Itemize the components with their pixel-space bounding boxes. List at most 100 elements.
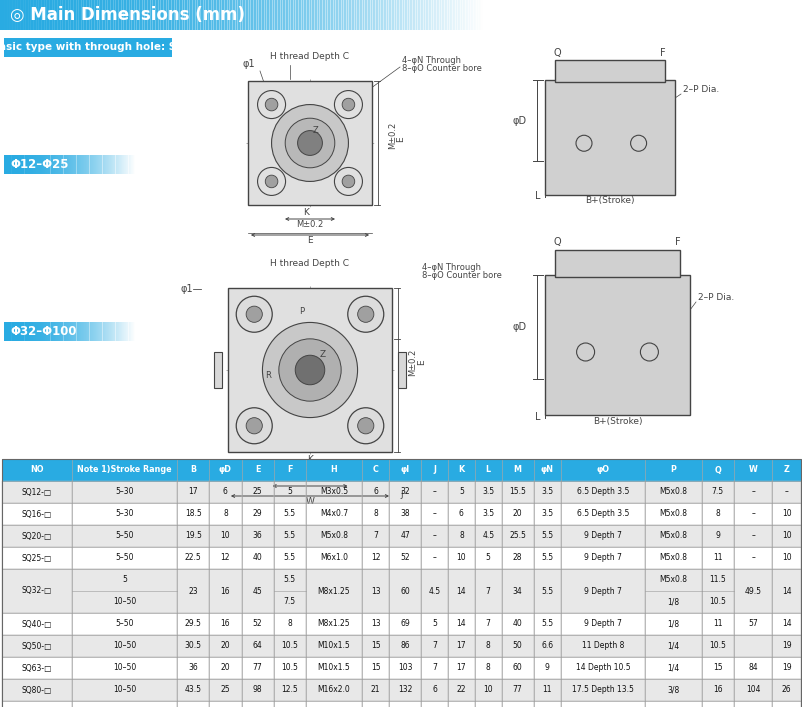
Text: 5–50: 5–50 <box>115 532 133 540</box>
Bar <box>701 503 733 525</box>
Bar <box>420 635 448 657</box>
Text: 26: 26 <box>781 686 791 694</box>
Bar <box>84 155 86 174</box>
Bar <box>47 322 50 341</box>
Bar <box>75 322 76 341</box>
Text: 6: 6 <box>459 510 464 518</box>
Bar <box>501 679 533 701</box>
Bar <box>361 0 363 30</box>
Bar <box>313 0 315 30</box>
Bar <box>420 0 423 30</box>
Bar <box>362 657 388 679</box>
Bar <box>699 0 702 30</box>
Bar <box>36 322 38 341</box>
Bar <box>255 0 257 30</box>
Bar <box>72 155 75 174</box>
Bar <box>786 0 788 30</box>
Bar <box>2 481 800 503</box>
Bar <box>234 0 237 30</box>
Bar <box>22 0 25 30</box>
Bar <box>100 322 103 341</box>
Polygon shape <box>398 352 406 388</box>
Bar <box>294 0 296 30</box>
Bar <box>110 155 112 174</box>
Bar <box>119 322 121 341</box>
Text: SQ50-□: SQ50-□ <box>22 641 52 650</box>
Text: M8x1.25: M8x1.25 <box>318 619 350 629</box>
Bar <box>350 0 352 30</box>
Text: 5–30: 5–30 <box>115 488 133 496</box>
Bar <box>241 701 273 707</box>
Text: 19: 19 <box>781 641 791 650</box>
Text: 10: 10 <box>781 532 791 540</box>
Bar <box>4 38 172 57</box>
Text: 3.5: 3.5 <box>481 488 494 496</box>
Bar <box>733 701 772 707</box>
Bar <box>31 155 33 174</box>
Bar <box>123 322 125 341</box>
Bar <box>316 0 318 30</box>
Bar <box>474 701 501 707</box>
Bar <box>277 0 280 30</box>
Bar <box>273 503 306 525</box>
Bar <box>209 569 241 613</box>
Bar <box>772 679 800 701</box>
Text: –: – <box>432 488 436 496</box>
Bar <box>533 679 560 701</box>
Bar <box>501 503 533 525</box>
Bar <box>51 155 54 174</box>
Text: SQ20-□: SQ20-□ <box>22 532 52 540</box>
Bar <box>177 635 209 657</box>
Bar <box>448 613 474 635</box>
Bar <box>520 0 522 30</box>
Bar <box>266 0 269 30</box>
Bar <box>71 569 177 613</box>
Bar <box>645 525 701 547</box>
Bar <box>374 0 376 30</box>
Text: 5.5: 5.5 <box>283 510 295 518</box>
Text: 3.5: 3.5 <box>541 488 553 496</box>
Bar <box>412 0 415 30</box>
Text: E: E <box>307 236 313 245</box>
Bar <box>425 0 427 30</box>
Bar <box>93 322 95 341</box>
Text: H: H <box>330 465 337 474</box>
Bar <box>474 613 501 635</box>
Text: 60: 60 <box>399 587 410 595</box>
Bar <box>241 481 273 503</box>
Text: 2–P Dia.: 2–P Dia. <box>697 293 733 302</box>
Bar <box>70 322 72 341</box>
Bar <box>501 657 533 679</box>
Bar <box>545 0 548 30</box>
Bar <box>69 155 71 174</box>
Bar <box>66 155 67 174</box>
Bar <box>525 0 527 30</box>
Bar <box>115 155 118 174</box>
Bar <box>448 0 450 30</box>
Bar <box>722 0 724 30</box>
Bar <box>73 155 75 174</box>
Bar <box>645 481 701 503</box>
Bar <box>423 0 426 30</box>
Bar <box>16 0 18 30</box>
Bar <box>59 322 61 341</box>
Text: 10–50: 10–50 <box>112 686 136 694</box>
Bar <box>96 0 99 30</box>
Bar <box>132 0 134 30</box>
Bar <box>476 0 479 30</box>
Bar <box>113 322 115 341</box>
Bar <box>107 0 110 30</box>
Bar <box>362 459 388 481</box>
Bar <box>569 0 572 30</box>
Bar <box>98 0 100 30</box>
Text: 38: 38 <box>399 510 409 518</box>
Bar <box>77 0 79 30</box>
Bar <box>557 0 559 30</box>
Bar <box>83 155 85 174</box>
Bar <box>67 0 70 30</box>
Bar <box>2 635 71 657</box>
Text: 5–30: 5–30 <box>115 510 133 518</box>
Bar <box>492 0 495 30</box>
Bar <box>579 0 581 30</box>
Bar <box>797 0 800 30</box>
